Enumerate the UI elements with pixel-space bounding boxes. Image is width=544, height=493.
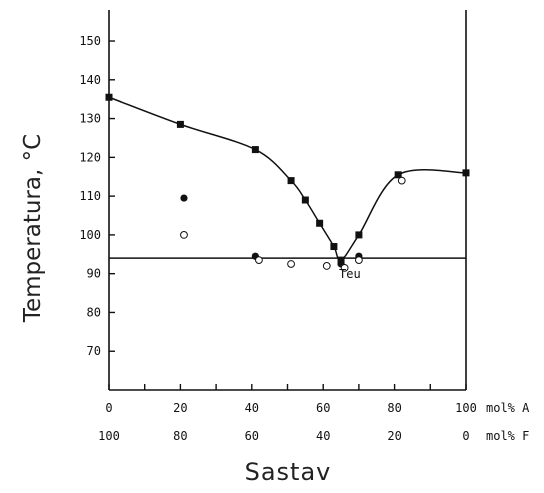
data-point-square [462,169,470,177]
x-tick-label-bottom: 60 [245,429,259,443]
x-tick-label-bottom: 0 [462,429,469,443]
data-point-square [355,231,363,239]
axes [108,10,467,391]
y-tick-label: 130 [79,112,101,126]
data-point-open-circle [287,260,295,268]
data-point-square [176,120,184,128]
y-tick-label: 150 [79,34,101,48]
data-point-square [330,243,338,251]
annotation-teu: Teu [339,267,361,281]
x-tick-label-top: 60 [316,401,330,415]
x-tick-label-bottom: 20 [387,429,401,443]
liquidus-curve [108,96,467,262]
x-tick-label-bottom: 100 [98,429,120,443]
tick-labels: 70 80 90 100 110 120 130 140 150 0 20 40 60 80 100 100 8… [79,34,530,443]
x-axis-title: Sastav [245,458,332,486]
y-tick-label: 120 [79,150,101,164]
y-tick-label: 80 [87,305,101,319]
x-tick-label-top: 80 [387,401,401,415]
data-point-open-circle [355,256,363,265]
x-tick-label-bottom: 80 [173,429,187,443]
data-point-open-circle [322,262,331,270]
data-point-square [337,256,345,264]
y-tick-label: 110 [79,189,101,203]
data-point-filled-circle [180,194,188,202]
x-unit-label-top: mol% A [486,401,530,415]
data-point-square [287,177,295,185]
y-tick-label: 100 [79,228,101,242]
x-tick-label-top: 100 [455,401,477,415]
data-point-square [251,146,259,154]
y-axis-title: Temperatura, °C [20,134,46,323]
x-tick-label-top: 40 [245,401,259,415]
liquidus-curve-path-0 [108,96,467,262]
data-point-square [301,196,309,204]
data-point-open-circle [255,256,263,265]
y-tick-label: 140 [79,73,101,87]
y-tick-label: 70 [87,344,101,358]
data-markers [105,93,470,272]
data-point-square [105,93,113,101]
x-unit-label-bottom: mol% F [486,429,529,443]
y-tick-label: 90 [87,267,101,281]
x-tick-label-top: 20 [173,401,187,415]
data-point-open-circle [180,230,188,239]
data-point-open-circle [397,176,406,185]
data-point-square [394,171,402,179]
data-point-open-circle [340,263,349,272]
x-tick-label-bottom: 40 [316,429,330,443]
data-point-square [316,219,324,227]
x-tick-label-top: 0 [105,401,112,415]
